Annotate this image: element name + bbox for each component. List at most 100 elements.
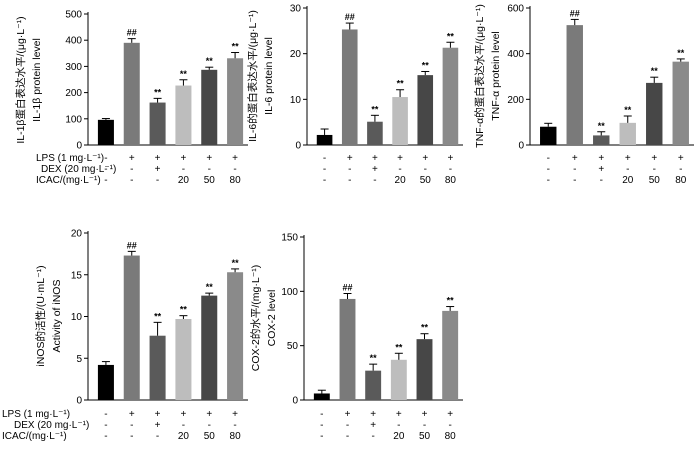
condition-symbol: - — [423, 420, 426, 431]
y-tick-label: 200 — [65, 88, 82, 99]
condition-symbol: - — [424, 164, 427, 175]
y-axis-label: IL-6的蛋白表达水平/(μg·L⁻¹) — [246, 10, 259, 142]
condition-symbol: 80 — [675, 175, 687, 186]
condition-row-label: ICAC/(mg·L⁻¹) — [2, 431, 67, 442]
y-tick-label: 600 — [507, 4, 524, 15]
condition-symbol: + — [422, 153, 428, 164]
condition-symbol: - — [208, 164, 211, 175]
significance-label: ** — [651, 66, 659, 76]
bar — [175, 85, 192, 145]
bar — [123, 42, 140, 145]
condition-row-label: LPS (1 mg·L⁻¹) — [36, 153, 104, 164]
bar — [149, 102, 166, 145]
condition-symbol: - — [449, 164, 452, 175]
bar — [416, 339, 433, 400]
condition-symbol: + — [232, 153, 238, 164]
bar — [339, 298, 356, 400]
condition-symbol: + — [155, 153, 161, 164]
significance-label: ** — [395, 342, 403, 352]
condition-symbol: - — [182, 164, 185, 175]
condition-symbol: - — [156, 175, 159, 186]
y-axis-label: IL-6 protein level — [263, 37, 275, 115]
bar — [316, 134, 333, 145]
y-tick-label: 100 — [65, 114, 82, 125]
condition-symbol: - — [130, 175, 133, 186]
bar — [417, 75, 434, 145]
condition-symbol: - — [104, 175, 107, 186]
y-tick-label: 5 — [76, 354, 82, 365]
condition-symbol: - — [323, 175, 326, 186]
y-tick-label: 10 — [71, 312, 83, 323]
condition-symbol: - — [156, 431, 159, 442]
significance-label: ** — [370, 353, 378, 363]
condition-symbol: - — [348, 175, 351, 186]
condition-symbol: - — [320, 409, 323, 420]
condition-symbol: - — [104, 409, 107, 420]
y-axis-label: IL-1β蛋白表达水平/(μg·L⁻¹) — [14, 16, 27, 143]
condition-symbol: 50 — [419, 431, 431, 442]
condition-symbol: 80 — [445, 175, 457, 186]
condition-symbol: + — [678, 153, 684, 164]
bar — [313, 393, 330, 400]
y-tick-label: 0 — [518, 141, 524, 152]
condition-symbol: + — [180, 409, 186, 420]
condition-symbol: - — [547, 175, 550, 186]
condition-symbol: - — [348, 164, 351, 175]
condition-symbol: - — [448, 420, 451, 431]
significance-label: ## — [127, 240, 137, 250]
condition-symbol: - — [679, 164, 682, 175]
chart-inos: 0 5 10 15 20 iNOS的活性/(U·mL⁻¹) Activity of iNOS… — [34, 229, 248, 442]
y-tick-label: 400 — [65, 36, 82, 47]
significance-label: ** — [371, 104, 379, 114]
y-tick-label: 15 — [71, 270, 83, 281]
condition-symbol: - — [398, 164, 401, 175]
bar — [646, 82, 663, 145]
condition-symbol: 50 — [204, 175, 216, 186]
significance-label: ** — [421, 323, 429, 333]
significance-label: ** — [154, 311, 162, 321]
condition-symbol: 80 — [230, 175, 242, 186]
significance-label: ** — [232, 42, 240, 52]
condition-symbol: - — [320, 420, 323, 431]
bar — [149, 335, 166, 400]
condition-symbol: 80 — [230, 431, 242, 442]
condition-symbol: - — [397, 420, 400, 431]
bar — [367, 121, 383, 145]
y-tick-label: 20 — [71, 229, 83, 240]
significance-label: ** — [677, 48, 685, 58]
condition-symbol: + — [422, 409, 428, 420]
bar — [442, 47, 459, 146]
condition-symbol: 20 — [393, 431, 405, 442]
bar — [97, 119, 114, 145]
y-tick-label: 400 — [507, 49, 524, 60]
condition-symbol: - — [320, 431, 323, 442]
bar — [390, 359, 407, 400]
significance-label: ## — [342, 283, 352, 293]
significance-label: ** — [232, 258, 240, 268]
condition-symbol: 50 — [204, 431, 216, 442]
bar — [341, 29, 358, 145]
condition-symbol: - — [547, 153, 550, 164]
condition-symbol: 80 — [445, 431, 457, 442]
condition-symbol: - — [346, 420, 349, 431]
condition-symbol: + — [129, 153, 135, 164]
significance-label: ** — [206, 56, 214, 66]
condition-symbol: - — [208, 420, 211, 431]
y-tick-label: 500 — [65, 10, 82, 21]
significance-label: ## — [345, 12, 355, 22]
bar — [227, 58, 244, 145]
condition-symbol: 50 — [649, 175, 661, 186]
condition-symbol: - — [323, 164, 326, 175]
condition-symbol: - — [323, 153, 326, 164]
y-tick-label: 0 — [292, 396, 298, 407]
condition-symbol: - — [104, 431, 107, 442]
condition-symbol: + — [372, 153, 378, 164]
condition-symbol: + — [347, 153, 353, 164]
y-axis-label: TNF-α的蛋白表达水平/(μg·L⁻¹) — [473, 4, 486, 148]
condition-symbol: 20 — [178, 175, 190, 186]
bar — [540, 126, 557, 145]
chart-cox2: 0 50 100 150 COX-2的水平/(mg·L⁻¹) COX-2 level ## *… — [249, 233, 463, 442]
condition-symbol: - — [371, 431, 374, 442]
condition-symbol: + — [370, 409, 376, 420]
